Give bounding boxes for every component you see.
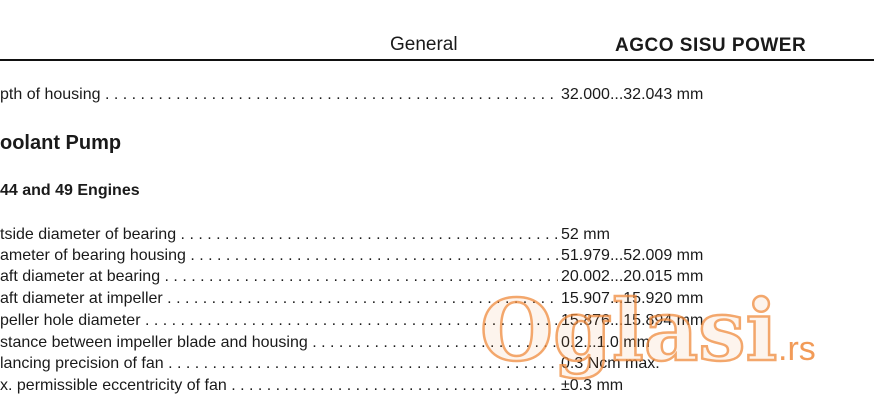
section-title: oolant Pump [0,132,122,154]
header-section-title: General [390,34,458,55]
spec-value: 20.002...20.015 mm [561,268,704,285]
watermark-suffix: .rs [778,330,816,368]
spec-value: 0.2...1.0 mm [561,334,650,351]
spec-label: ameter of bearing housing [0,247,186,264]
spec-label: aft diameter at bearing [0,268,161,285]
spec-label: lancing precision of fan [0,355,164,372]
spec-label: peller hole diameter [0,312,141,329]
spec-value: 15.907...15.920 mm [561,290,704,307]
spec-label: pth of housing [0,86,101,103]
subsection-title: 44 and 49 Engines [0,182,140,199]
spec-value: ±0.3 mm [561,377,624,394]
header-divider [0,59,874,61]
spec-value: 15.876...15.894 mm [561,312,704,329]
spec-value: 51.979...52.009 mm [561,247,704,264]
spec-value: 0.3 Ncm max. [561,355,660,372]
spec-label: tside diameter of bearing [0,226,177,243]
spec-label: stance between impeller blade and housin… [0,334,308,351]
spec-label: aft diameter at impeller [0,290,163,307]
spec-label: x. permissible eccentricity of fan [0,377,227,394]
spec-value: 52 mm [561,226,610,243]
spec-value: 32.000...32.043 mm [561,86,704,103]
brand-logo-text: AGCO SISU POWER [615,35,807,56]
